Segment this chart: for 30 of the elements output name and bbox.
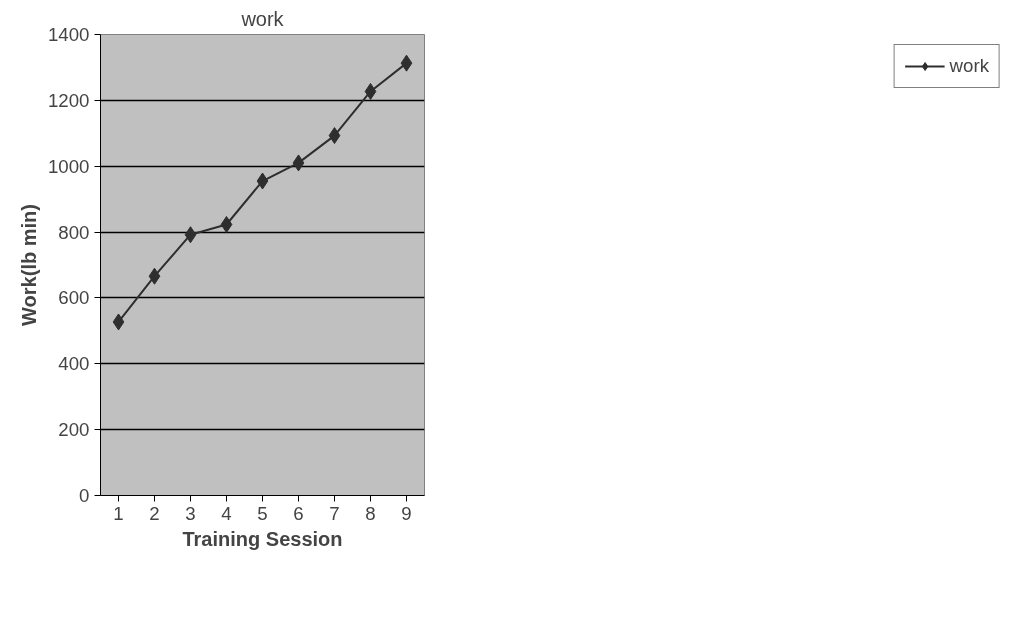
x-tick-label: 9: [401, 502, 412, 524]
y-tick-label: 800: [58, 221, 90, 243]
x-tick-label: 8: [365, 502, 376, 524]
y-tick-label: 0: [79, 485, 90, 506]
x-tick-label: 4: [221, 502, 232, 524]
x-tick-label: 5: [257, 502, 268, 524]
y-tick-label: 1400: [48, 24, 90, 45]
point: [292, 154, 305, 172]
x-axis-title: Training Session: [182, 527, 343, 550]
y-tick-label: 600: [58, 287, 90, 309]
point: [184, 226, 197, 244]
point: [256, 172, 269, 190]
legend-label: work: [949, 55, 989, 77]
x-tick-label: 1: [113, 502, 124, 524]
y-tick-label: 400: [58, 353, 90, 375]
x-tick-label: 6: [293, 502, 304, 524]
y-tick-label: 1200: [48, 89, 90, 111]
x-tick-label: 3: [185, 502, 196, 524]
y-tick-label: 1000: [48, 155, 90, 177]
point: [220, 216, 233, 233]
y-tick-label: 200: [58, 419, 90, 441]
point: [112, 313, 125, 331]
point: [328, 127, 341, 145]
point: [148, 267, 161, 285]
chart-title: work: [240, 7, 285, 30]
x-tick-label: 7: [329, 502, 340, 524]
x-tick-label: 2: [149, 502, 160, 524]
point: [400, 54, 413, 72]
y-axis-title: Work(lb min): [18, 204, 40, 326]
point: [364, 82, 377, 100]
